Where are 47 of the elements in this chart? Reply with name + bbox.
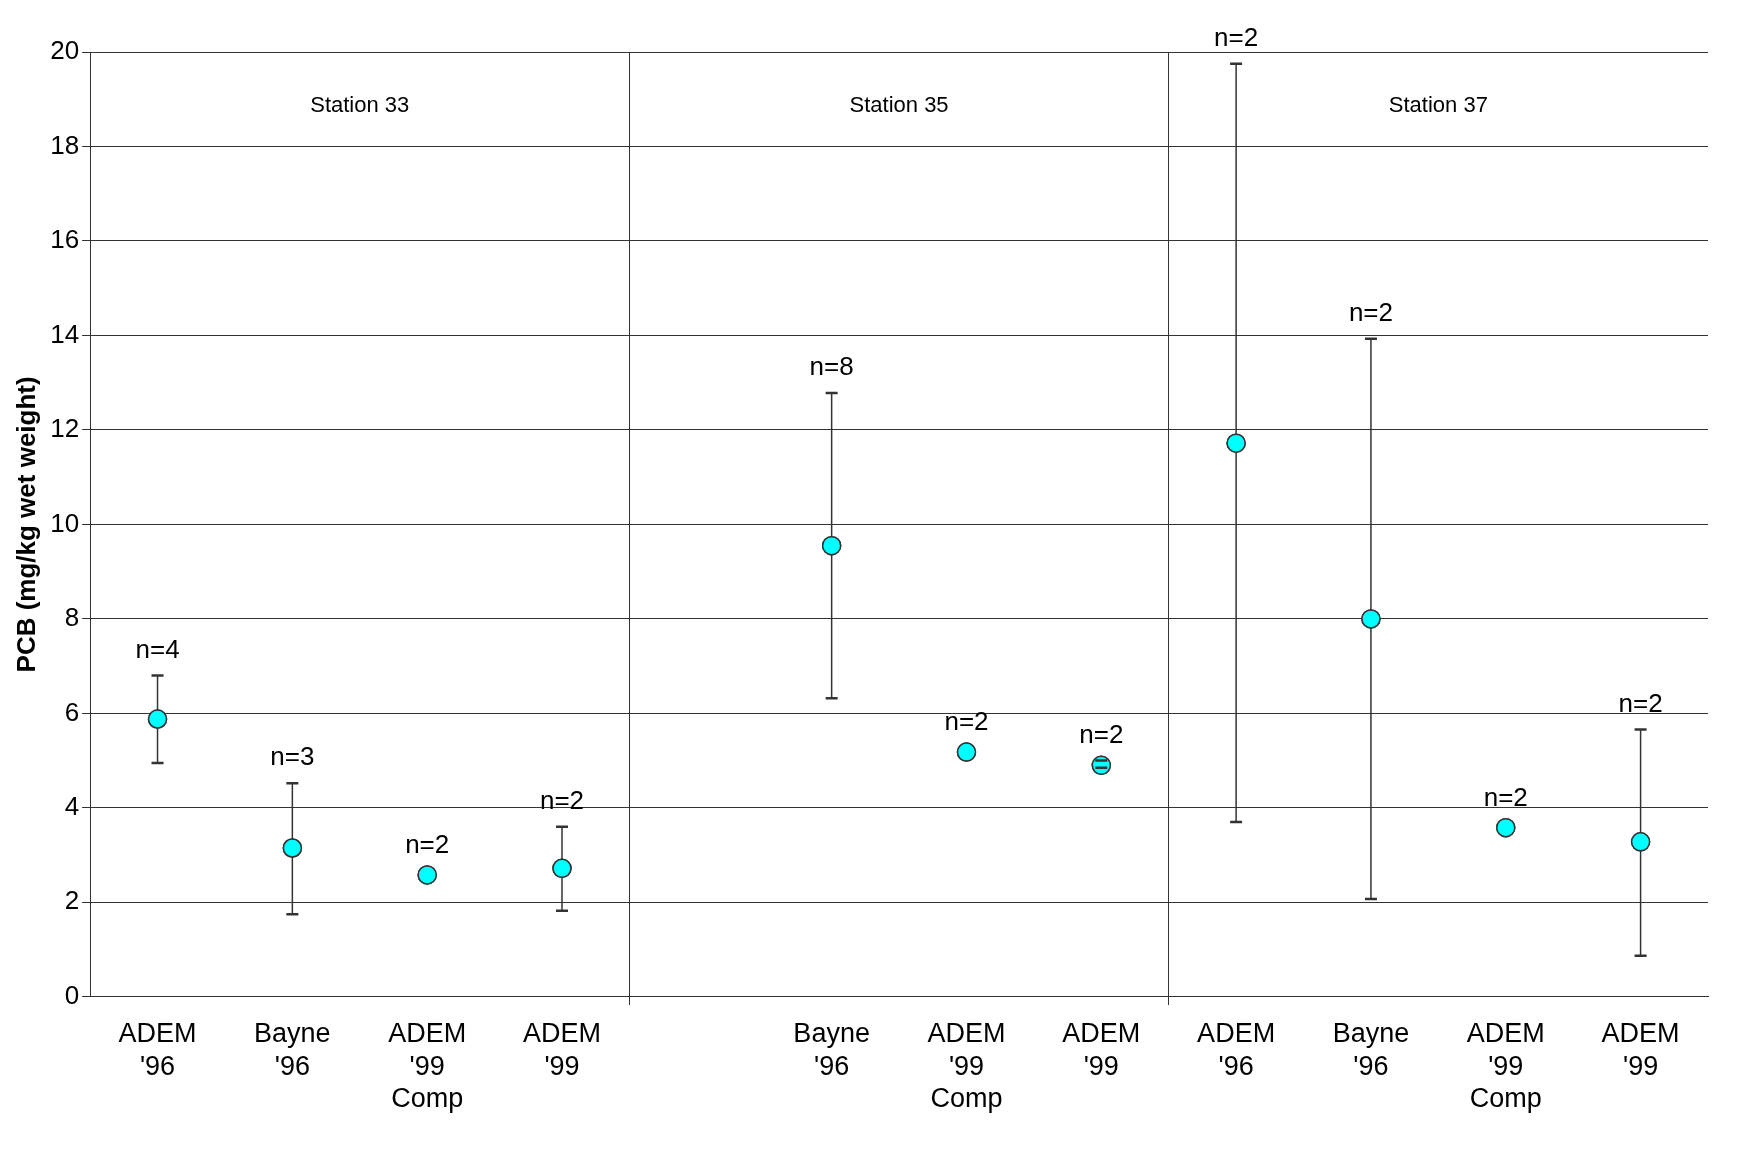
point	[282, 838, 303, 858]
text: n=2	[1214, 21, 1259, 52]
annotation: n=2	[1483, 781, 1528, 812]
point	[956, 742, 977, 762]
annotation: Station 37	[1388, 92, 1488, 118]
y-tick-label: 14	[50, 318, 80, 349]
point	[1226, 433, 1246, 453]
annotation: Station 35	[849, 92, 949, 118]
annotation: n=4	[135, 633, 180, 664]
x-tick-label: ADEM '99	[522, 1018, 602, 1081]
point	[1496, 817, 1516, 838]
y-tick-label: 4	[64, 791, 80, 822]
y-tick-label: 8	[64, 602, 80, 633]
y-tick-label: 16	[50, 224, 80, 255]
point	[417, 865, 437, 885]
x-tick-label: Bayne '96	[1332, 1018, 1410, 1081]
point	[147, 709, 168, 729]
x-tick-label: ADEM '99	[1062, 1018, 1141, 1081]
x-tick-label: ADEM '99 Comp	[927, 1018, 1006, 1114]
x-tick-label: ADEM '99	[1601, 1018, 1680, 1081]
annotation: n=2	[405, 829, 450, 860]
x-tick-label: ADEM '96	[118, 1018, 197, 1081]
x-tick-label: ADEM '96	[1197, 1018, 1276, 1081]
x-tick-label: ADEM '99 Comp	[388, 1018, 467, 1114]
y-tick-label: 12	[50, 413, 80, 444]
y-tick-label: 0	[64, 979, 80, 1010]
point	[1630, 832, 1651, 852]
annotation: n=2	[1348, 296, 1393, 327]
point	[821, 535, 842, 556]
y-tick-label: 18	[50, 129, 80, 160]
annotation: n=2	[944, 706, 989, 737]
x-tick-label: ADEM '99 Comp	[1466, 1018, 1545, 1114]
y-tick-label: 10	[50, 507, 80, 538]
annotation: n=2	[1079, 718, 1124, 749]
y-tick-label: 6	[64, 696, 80, 727]
annotation: n=8	[809, 351, 854, 382]
x-tick-label: Bayne '96	[793, 1018, 870, 1081]
point	[1361, 609, 1381, 629]
annotation: Station 33	[310, 92, 410, 118]
annotation: n=3	[270, 741, 315, 772]
y-tick-label: 2	[64, 885, 80, 916]
y-tick-label: 20	[50, 35, 80, 66]
annotation: n=2	[1618, 687, 1663, 718]
point	[552, 858, 572, 879]
y-axis-title: PCB (mg/kg wet weight)	[10, 376, 41, 673]
x-tick-label: Bayne '96	[254, 1018, 331, 1081]
annotation: n=2	[539, 784, 585, 815]
